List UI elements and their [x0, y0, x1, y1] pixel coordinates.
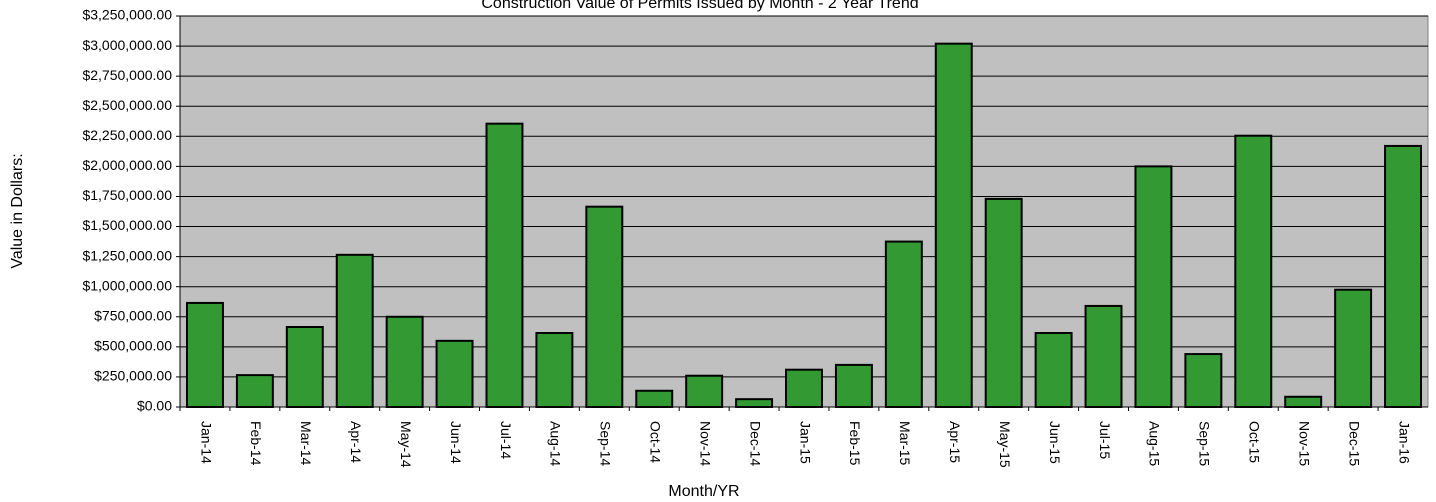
x-tick-label: Mar-14: [298, 421, 314, 466]
x-tick-label: Feb-15: [847, 421, 863, 466]
x-tick-label: Sep-14: [598, 421, 614, 466]
y-tick-label: $3,250,000.00: [82, 7, 172, 23]
bar: [984, 197, 1023, 408]
y-tick-label: $750,000.00: [94, 307, 172, 323]
x-tick-label: Dec-14: [747, 421, 763, 466]
x-tick-label: Jan-16: [1396, 421, 1412, 464]
y-tick-label: $3,000,000.00: [82, 37, 172, 53]
y-tick-label: $0.00: [137, 398, 172, 414]
bar: [385, 315, 424, 408]
y-tick-label: $2,750,000.00: [82, 67, 172, 83]
bar: [185, 301, 224, 408]
x-tick-label: Jun-14: [448, 421, 464, 464]
bar: [1084, 304, 1123, 408]
x-tick-label: Jan-15: [797, 421, 813, 464]
x-tick-label: May-14: [398, 421, 414, 468]
bar: [585, 205, 624, 408]
y-tick-label: $2,250,000.00: [82, 127, 172, 143]
bar: [335, 253, 374, 408]
bar: [1384, 144, 1423, 408]
x-tick-label: Oct-15: [1247, 421, 1263, 463]
y-tick-label: $1,750,000.00: [82, 187, 172, 203]
chart-title: Construction Value of Permits Issued by …: [481, 0, 918, 12]
bar: [635, 389, 674, 408]
y-tick-label: $2,500,000.00: [82, 97, 172, 113]
y-tick-label: $1,250,000.00: [82, 247, 172, 263]
y-tick-label: $1,500,000.00: [82, 217, 172, 233]
bar: [934, 42, 973, 408]
x-tick-label: May-15: [997, 421, 1013, 468]
bar: [685, 374, 724, 409]
bar: [285, 325, 324, 409]
x-tick-label: Dec-15: [1346, 421, 1362, 466]
bar: [1284, 395, 1323, 408]
x-tick-label: Oct-14: [648, 421, 664, 463]
y-tick-label: $1,000,000.00: [82, 277, 172, 293]
y-tick-label: $500,000.00: [94, 338, 172, 354]
x-tick-label: Jan-14: [198, 421, 214, 464]
bar: [884, 240, 923, 408]
x-tick-label: Apr-15: [947, 421, 963, 463]
x-tick-label: Nov-15: [1296, 421, 1312, 466]
bar: [834, 363, 873, 408]
x-tick-label: Sep-15: [1197, 421, 1213, 466]
bar: [535, 332, 574, 408]
x-tick-label: Apr-14: [348, 421, 364, 463]
x-tick-label: Jul-15: [1097, 421, 1113, 459]
y-axis-label: Value in Dollars:: [9, 153, 26, 268]
x-tick-label: Jul-14: [498, 421, 514, 459]
bar: [1134, 165, 1173, 408]
bar: [485, 122, 524, 408]
x-tick-label: Jun-15: [1047, 421, 1063, 464]
y-tick-label: $250,000.00: [94, 368, 172, 384]
bar: [735, 398, 774, 408]
x-axis-label: Month/YR: [668, 483, 739, 500]
bar: [1234, 134, 1273, 408]
bar: [235, 374, 274, 409]
x-tick-label: Aug-15: [1147, 421, 1163, 466]
bar: [785, 368, 823, 409]
y-tick-label: $2,000,000.00: [82, 157, 172, 173]
x-tick-label: Mar-15: [897, 421, 913, 466]
bar: [1034, 332, 1073, 408]
bar: [1184, 353, 1223, 408]
bar: [435, 339, 474, 409]
x-tick-label: Feb-14: [248, 421, 264, 466]
x-tick-label: Nov-14: [697, 421, 713, 466]
x-tick-label: Aug-14: [548, 421, 564, 466]
bar: [1334, 288, 1373, 409]
